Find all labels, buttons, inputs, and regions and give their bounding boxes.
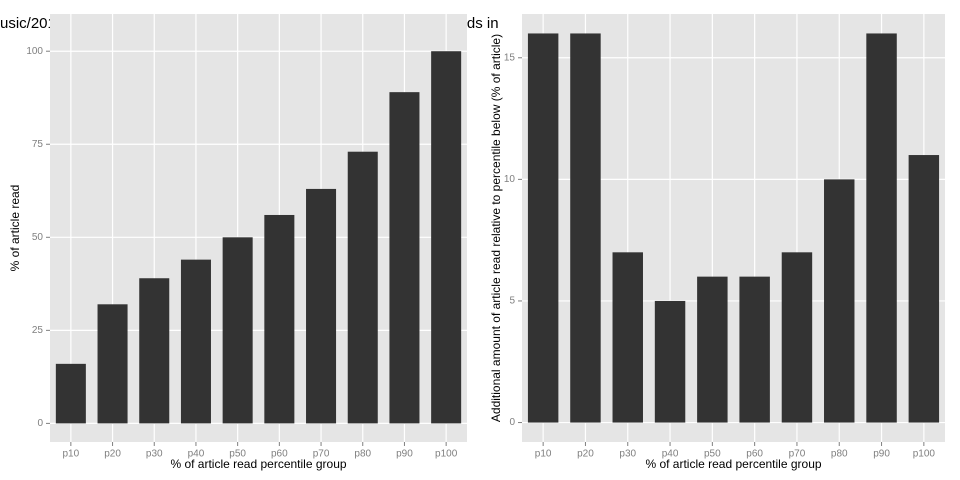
x-tick-label: p50	[229, 449, 246, 460]
x-tick-label: p80	[354, 449, 371, 460]
bar	[180, 259, 211, 424]
x-tick-label: p70	[313, 449, 330, 460]
y-tick-label: 10	[504, 174, 516, 185]
x-tick-label: p60	[271, 449, 288, 460]
bar	[222, 237, 253, 424]
y-tick-label: 50	[32, 232, 44, 243]
x-tick-label: p20	[104, 449, 121, 460]
x-tick-label: p40	[188, 449, 205, 460]
bar	[654, 300, 686, 423]
x-tick-label: p50	[704, 449, 721, 460]
x-tick-label: p30	[146, 449, 163, 460]
x-tick-label: p90	[873, 449, 890, 460]
bar	[824, 179, 855, 423]
x-tick-label: p80	[831, 449, 848, 460]
bar	[527, 33, 559, 423]
y-tick-label: 75	[32, 139, 44, 150]
bar	[306, 188, 337, 424]
bar	[697, 276, 728, 423]
x-tick-label: p30	[619, 449, 636, 460]
x-tick-label: p100	[435, 449, 458, 460]
x-tick-label: p100	[913, 449, 936, 460]
y-tick-label: 5	[509, 296, 515, 307]
y-tick-label: 0	[37, 418, 43, 429]
bar	[264, 214, 295, 424]
x-tick-label: p20	[577, 449, 594, 460]
y-axis-title: % of article read	[8, 185, 22, 272]
y-tick-label: 100	[26, 46, 43, 57]
x-tick-label: p70	[789, 449, 806, 460]
bar	[139, 278, 170, 424]
y-tick-label: 0	[509, 417, 515, 428]
bar	[97, 304, 128, 424]
bar	[347, 151, 378, 424]
bar	[570, 33, 601, 423]
bar	[55, 363, 86, 424]
bar	[781, 252, 813, 423]
x-tick-label: p60	[746, 449, 763, 460]
bar	[389, 92, 420, 424]
x-tick-label: p10	[535, 449, 552, 460]
bar	[866, 33, 897, 423]
bar	[612, 252, 643, 423]
y-tick-label: 25	[32, 325, 44, 336]
x-axis-title: % of article read percentile group	[170, 457, 346, 471]
bar	[739, 276, 770, 423]
y-axis-title: Additional amount of article read relati…	[489, 34, 503, 422]
y-tick-label: 15	[504, 52, 516, 63]
x-tick-label: p90	[396, 449, 413, 460]
x-axis-title: % of article read percentile group	[645, 457, 821, 471]
x-tick-label: p10	[63, 449, 80, 460]
x-tick-label: p40	[662, 449, 679, 460]
bar	[908, 155, 940, 423]
bar	[431, 51, 462, 424]
